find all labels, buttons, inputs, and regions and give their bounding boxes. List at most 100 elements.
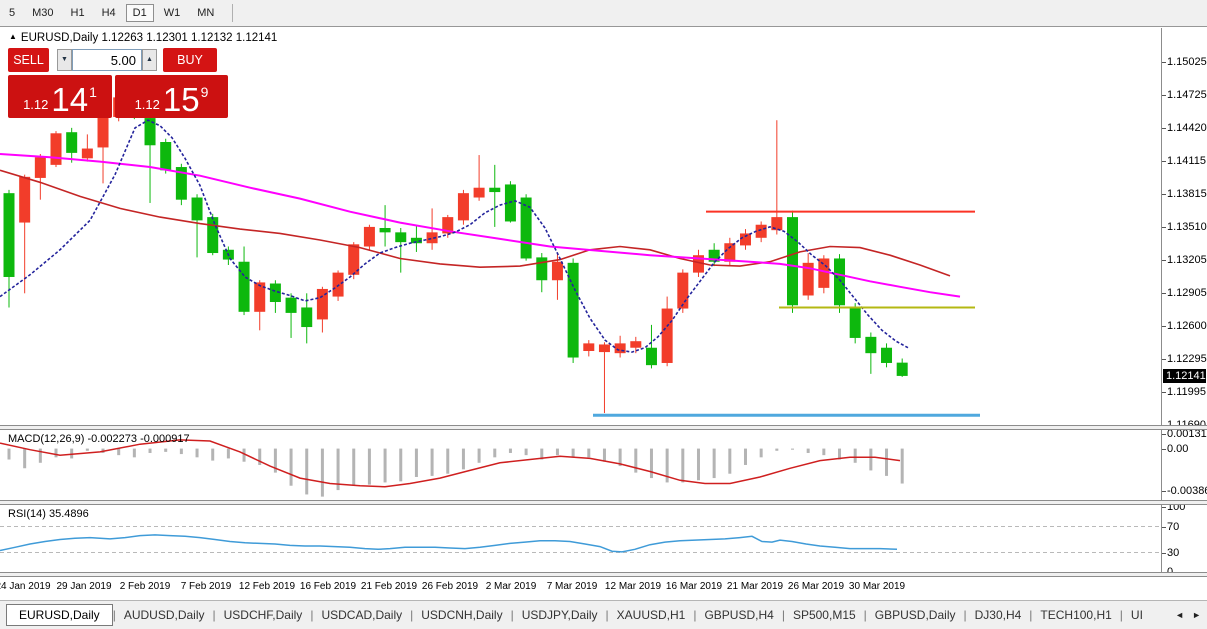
rsi-axis-label: 70	[1167, 520, 1180, 533]
tab-usdchf-daily[interactable]: USDCHF,Daily	[223, 608, 303, 622]
toolbar-separator	[232, 4, 234, 22]
candle-body	[489, 187, 501, 193]
panel-splitter-bottom[interactable]	[0, 572, 1207, 577]
macd-label: MACD(12,26,9) -0.002273 -0.000917	[8, 433, 190, 445]
macd-histogram-bar	[132, 448, 136, 458]
tab-separator: |	[693, 608, 697, 622]
candle-body	[332, 272, 344, 297]
volume-decrease-button[interactable]: ▼	[57, 49, 72, 71]
candle-body	[269, 283, 281, 303]
candle-body	[677, 272, 689, 309]
date-axis-label: 2 Mar 2019	[485, 581, 537, 592]
tab-scroll-right-icon[interactable]: ►	[1192, 610, 1201, 620]
tab-usdcad-daily[interactable]: USDCAD,Daily	[321, 608, 403, 622]
tab-separator: |	[510, 608, 514, 622]
macd-histogram-bar	[540, 448, 544, 460]
tab-dj30-h4[interactable]: DJ30,H4	[974, 608, 1022, 622]
macd-axis-label: 0.00	[1167, 442, 1189, 455]
tab-separator: |	[863, 608, 867, 622]
candle-body	[896, 362, 908, 376]
tab-separator: |	[605, 608, 609, 622]
candle-body	[316, 288, 328, 320]
macd-histogram-bar	[148, 448, 152, 453]
axis-tick	[1162, 260, 1166, 262]
macd-axis-label: 0.001313	[1167, 428, 1207, 441]
macd-histogram-bar	[524, 448, 528, 456]
candle-body	[724, 243, 736, 262]
macd-histogram-bar	[885, 448, 889, 476]
candle-body	[739, 233, 751, 246]
tab-scroll-left-icon[interactable]: ◄	[1175, 610, 1185, 620]
date-axis-label: 16 Mar 2019	[665, 581, 723, 592]
candle-body	[207, 217, 219, 254]
sell-price-button[interactable]: 1.12 14 1	[8, 75, 112, 118]
sell-price-prefix: 1.12	[23, 97, 49, 112]
tab-usdcnh-daily[interactable]: USDCNH,Daily	[421, 608, 503, 622]
volume-increase-button[interactable]: ▲	[142, 49, 157, 71]
candle-body	[97, 114, 109, 148]
buy-price-prefix: 1.12	[134, 97, 160, 112]
macd-histogram-bar	[822, 448, 826, 456]
panel-splitter-macd[interactable]	[0, 425, 1207, 430]
tab-gbpusd-daily[interactable]: GBPUSD,Daily	[874, 608, 956, 622]
collapse-triangle-icon[interactable]: ▲	[9, 32, 17, 41]
tab-audusd-daily[interactable]: AUDUSD,Daily	[123, 608, 205, 622]
macd-histogram-bar	[383, 448, 387, 483]
macd-histogram-bar	[7, 448, 11, 460]
candle-body	[66, 132, 78, 153]
axis-tick	[1162, 325, 1166, 327]
timeframe-button-D1[interactable]: D1	[125, 4, 154, 22]
candle-body	[865, 336, 877, 354]
candle-body	[645, 347, 657, 366]
tab-gbpusd-h4[interactable]: GBPUSD,H4	[704, 608, 774, 622]
panel-splitter-rsi[interactable]	[0, 500, 1207, 505]
tab-usdjpy-daily[interactable]: USDJPY,Daily	[521, 608, 598, 622]
tab-separator: |	[410, 608, 414, 622]
chart-area[interactable]: MACD(12,26,9) -0.002273 -0.000917 RSI(14)…	[0, 28, 1161, 577]
timeframe-button-5[interactable]: 5	[9, 7, 16, 19]
candle-body	[19, 176, 31, 223]
axis-divider	[1161, 28, 1162, 577]
candle-body	[81, 148, 93, 159]
axis-tick	[1162, 448, 1166, 450]
chart-tab-bar: EURUSD,Daily | AUDUSD,Daily | USDCHF,Daily | U…	[0, 600, 1207, 629]
macd-histogram-bar	[305, 448, 309, 495]
macd-histogram-bar	[430, 448, 434, 476]
tab-ui[interactable]: UI	[1130, 608, 1143, 622]
candle-body	[834, 258, 846, 306]
timeframe-toolbar: 5 M30 H1 H4 D1 W1 MN	[0, 0, 1207, 27]
tab-separator: |	[781, 608, 785, 622]
chevron-up-icon: ▲	[146, 56, 153, 63]
chevron-down-icon: ▼	[61, 56, 68, 63]
ma-blue-line	[0, 119, 909, 353]
timeframe-button-M30[interactable]: M30	[32, 7, 54, 19]
tab-eurusd-daily[interactable]: EURUSD,Daily	[6, 604, 113, 626]
macd-histogram-bar	[179, 448, 183, 455]
candle-body	[238, 261, 250, 312]
buy-price-pip: 9	[200, 84, 209, 100]
candle-body	[614, 343, 626, 354]
tab-tech100-h1[interactable]: TECH100,H1	[1040, 608, 1112, 622]
axis-tick	[1162, 552, 1166, 554]
timeframe-button-MN[interactable]: MN	[197, 7, 215, 19]
macd-histogram-bar	[791, 448, 794, 450]
axis-tick	[1162, 391, 1166, 393]
volume-input[interactable]	[72, 49, 142, 71]
timeframe-button-H1[interactable]: H1	[70, 7, 85, 19]
candle-body	[301, 307, 313, 328]
timeframe-button-W1[interactable]: W1	[163, 7, 181, 19]
macd-histogram-bar	[352, 448, 356, 486]
buy-price-big: 15	[162, 81, 200, 118]
price-axis-label: 1.14420	[1167, 121, 1207, 134]
candle-body	[630, 341, 642, 348]
macd-histogram-bar	[900, 448, 904, 484]
tab-sp500-m15[interactable]: SP500,M15	[792, 608, 856, 622]
candle-body	[379, 227, 391, 233]
tab-xauusd-h1[interactable]: XAUUSD,H1	[616, 608, 686, 622]
buy-button[interactable]: BUY	[163, 48, 217, 72]
macd-histogram-bar	[414, 448, 418, 477]
timeframe-button-H4[interactable]: H4	[101, 7, 116, 19]
buy-price-button[interactable]: 1.12 15 9	[115, 75, 228, 118]
sell-button[interactable]: SELL	[8, 48, 49, 72]
macd-histogram-bar	[743, 448, 747, 465]
